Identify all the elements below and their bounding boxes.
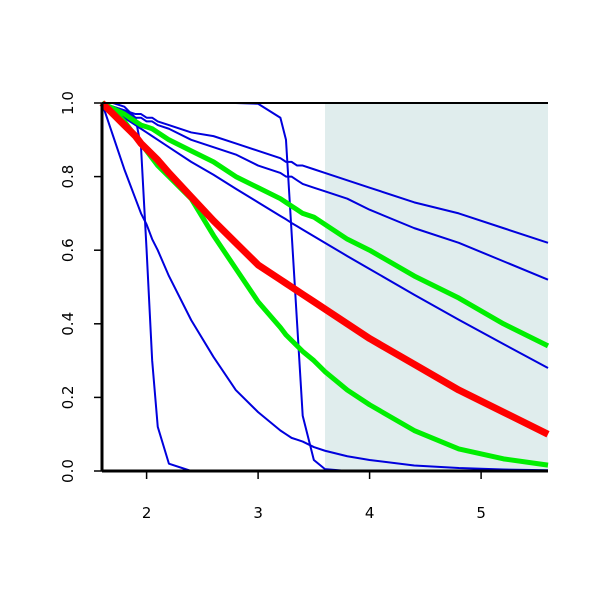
line-series <box>101 102 549 472</box>
x-tick-label: 4 <box>365 504 375 522</box>
line-series <box>101 102 549 369</box>
y-tick-label: 0.6 <box>59 238 77 262</box>
y-tick-label: 0.4 <box>59 312 77 336</box>
x-tick-label: 3 <box>253 504 263 522</box>
line-series <box>101 102 549 281</box>
y-tick-label: 1.0 <box>59 91 77 115</box>
x-tick-label: 2 <box>142 504 152 522</box>
y-tick-label: 0.0 <box>59 459 77 483</box>
line-series <box>101 102 549 244</box>
y-tick-label: 0.8 <box>59 165 77 189</box>
line-series <box>99 100 550 438</box>
y-tick-label: 0.2 <box>59 385 77 409</box>
line-series <box>100 100 550 349</box>
x-tick-label: 5 <box>476 504 486 522</box>
